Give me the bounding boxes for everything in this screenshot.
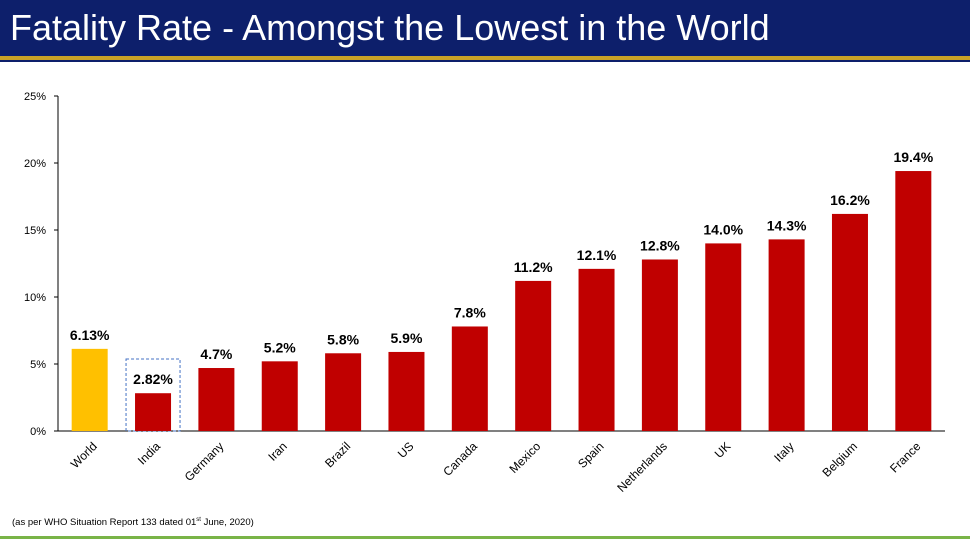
category-label-germany: Germany [182, 439, 227, 484]
footer-green-rule [0, 536, 970, 539]
y-tick-label: 5% [30, 359, 46, 371]
y-tick-label: 25% [24, 91, 46, 103]
category-label-netherlands: Netherlands [614, 439, 670, 495]
bar-india [135, 393, 172, 431]
data-label-netherlands: 12.8% [640, 237, 680, 253]
y-tick-label: 0% [30, 426, 46, 438]
category-label-mexico: Mexico [507, 439, 544, 476]
category-label-italy: Italy [771, 439, 796, 464]
footnote-superscript: st [196, 517, 201, 523]
data-label-mexico: 11.2% [514, 259, 553, 275]
data-label-spain: 12.1% [577, 247, 617, 263]
bar-belgium [831, 213, 868, 431]
category-label-belgium: Belgium [820, 439, 861, 480]
data-label-us: 5.9% [391, 330, 423, 346]
footnote-suffix: June, 2020) [200, 517, 254, 529]
bar-italy [768, 239, 805, 431]
category-label-world: World [68, 439, 100, 471]
bar-canada [451, 326, 488, 431]
category-label-us: US [395, 439, 417, 461]
data-label-uk: 14.0% [703, 221, 743, 237]
data-label-germany: 4.7% [200, 346, 232, 362]
footnote-prefix: (as per WHO Situation Report 133 dated 0… [12, 517, 197, 529]
category-label-spain: Spain [575, 439, 607, 471]
header-gold-rule [0, 56, 970, 60]
data-label-brazil: 5.8% [327, 331, 359, 347]
bar-us [388, 351, 425, 431]
data-label-iran: 5.2% [264, 339, 296, 355]
category-label-canada: Canada [440, 439, 480, 479]
y-tick-label: 10% [24, 292, 46, 304]
bar-brazil [325, 353, 362, 431]
title-banner: Fatality Rate - Amongst the Lowest in th… [0, 0, 970, 56]
category-label-india: India [135, 439, 164, 468]
header-navy-rule [0, 60, 970, 62]
category-label-uk: UK [712, 439, 734, 461]
category-label-brazil: Brazil [322, 439, 353, 470]
page-title: Fatality Rate - Amongst the Lowest in th… [10, 7, 770, 48]
bar-netherlands [641, 259, 678, 431]
data-label-india: 2.82% [133, 371, 173, 387]
category-label-iran: Iran [265, 439, 290, 464]
bar-spain [578, 268, 615, 431]
category-label-france: France [887, 439, 924, 476]
bar-uk [705, 243, 742, 431]
bar-world [71, 348, 108, 431]
bar-france [895, 171, 932, 432]
fatality-rate-bar-chart: 0% 5% 10% 15% 20% 25% 6.13% World 2.82% India 4.7%… [24, 91, 945, 495]
bar-iran [261, 361, 298, 431]
y-tick-label: 15% [24, 225, 46, 237]
bar-germany [198, 368, 235, 431]
data-label-world: 6.13% [70, 327, 110, 343]
source-footnote: (as per WHO Situation Report 133 dated 0… [12, 517, 254, 528]
y-tick-label: 20% [24, 158, 46, 170]
data-label-belgium: 16.2% [830, 192, 870, 208]
bar-mexico [515, 280, 552, 431]
data-label-france: 19.4% [893, 149, 933, 165]
data-label-italy: 14.3% [767, 217, 807, 233]
data-label-canada: 7.8% [454, 304, 486, 320]
